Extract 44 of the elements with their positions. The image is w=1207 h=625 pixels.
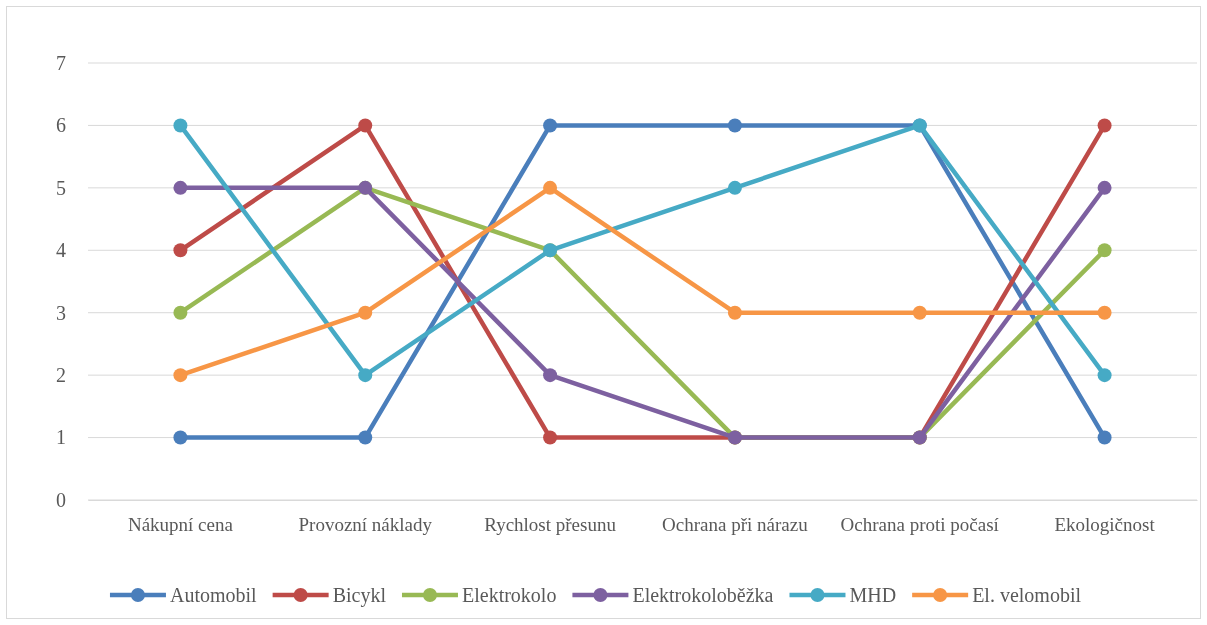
y-tick-label: 3 bbox=[56, 301, 66, 324]
point bbox=[173, 368, 188, 383]
point bbox=[543, 368, 558, 383]
legend-label: Elektrokolo bbox=[461, 584, 557, 606]
legend-label: MHD bbox=[849, 584, 897, 606]
y-tick-label: 7 bbox=[56, 51, 66, 74]
point bbox=[173, 430, 188, 445]
legend-label: Automobil bbox=[169, 584, 258, 606]
point bbox=[543, 180, 558, 195]
point bbox=[1097, 180, 1112, 195]
point bbox=[543, 118, 558, 133]
point bbox=[1097, 243, 1112, 258]
x-tick-label: Ochrana při nárazu bbox=[662, 514, 809, 536]
point bbox=[358, 118, 373, 133]
point bbox=[1097, 305, 1112, 320]
point bbox=[173, 305, 188, 320]
point bbox=[1097, 430, 1112, 445]
point bbox=[358, 368, 373, 383]
point bbox=[358, 430, 373, 445]
x-tick-label: Provozní náklady bbox=[298, 514, 433, 536]
point bbox=[358, 305, 373, 320]
point bbox=[727, 180, 742, 195]
legend-label: El. velomobil bbox=[972, 584, 1082, 606]
point bbox=[727, 118, 742, 133]
point bbox=[173, 180, 188, 195]
y-tick-label: 2 bbox=[56, 364, 66, 387]
point bbox=[1097, 368, 1112, 383]
point bbox=[1097, 118, 1112, 133]
point bbox=[912, 305, 927, 320]
x-tick-label: Ekologičnost bbox=[1054, 514, 1156, 536]
y-tick-label: 1 bbox=[56, 426, 66, 449]
y-tick-label: 5 bbox=[56, 176, 66, 199]
legend-label: Elektrokoloběžka bbox=[632, 584, 774, 606]
point bbox=[173, 243, 188, 258]
y-tick-label: 4 bbox=[56, 239, 66, 262]
x-tick-label: Nákupní cena bbox=[127, 514, 234, 536]
point bbox=[727, 305, 742, 320]
point bbox=[173, 118, 188, 133]
legend-label: Bicykl bbox=[332, 584, 387, 607]
y-tick-label: 6 bbox=[56, 114, 66, 137]
x-tick-label: Ochrana proti počasí bbox=[840, 514, 1000, 536]
x-tick-label: Rychlost přesunu bbox=[484, 514, 617, 536]
y-tick-label: 0 bbox=[56, 488, 66, 511]
point bbox=[543, 430, 558, 445]
